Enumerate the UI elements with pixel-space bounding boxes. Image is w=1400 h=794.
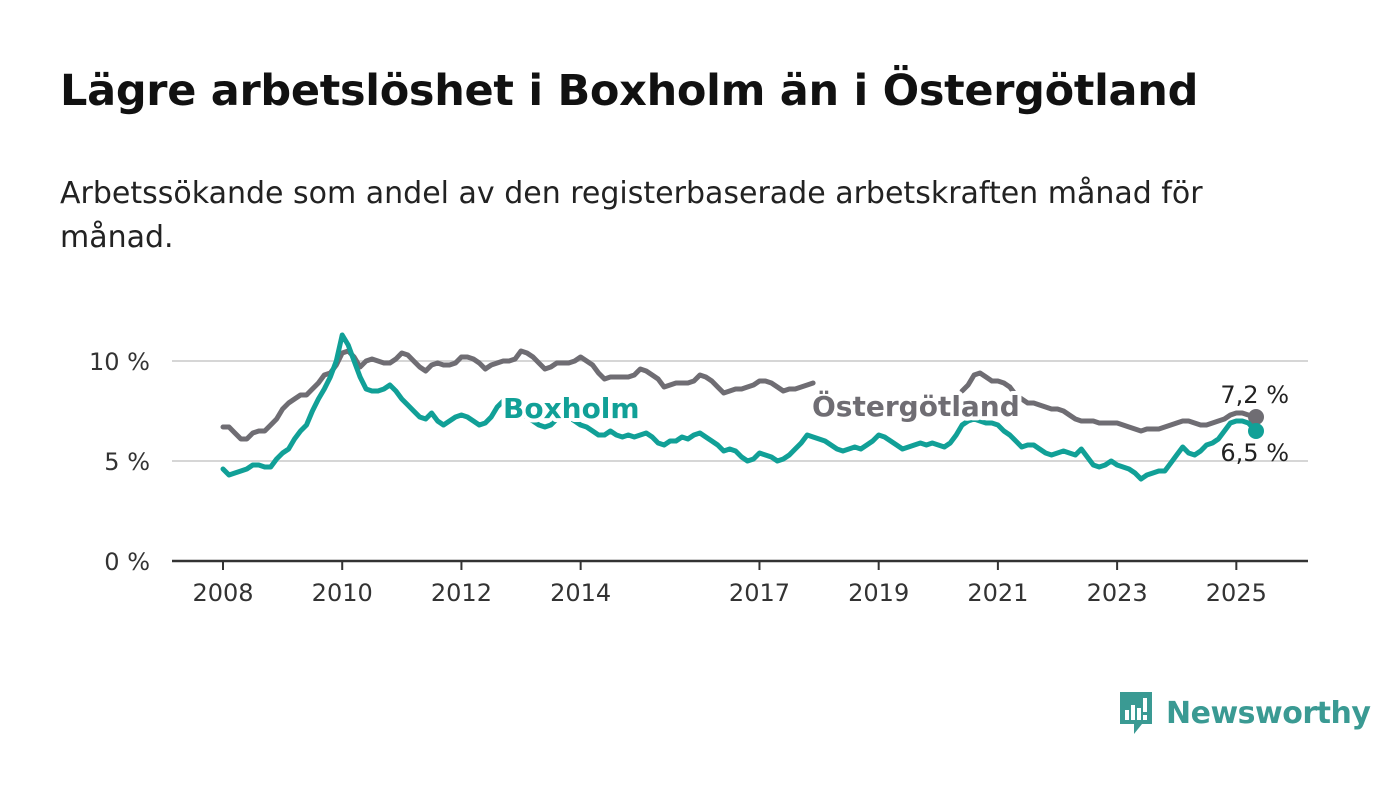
x-tick-label: 2021 [967,579,1028,607]
chart-title: Lägre arbetslöshet i Boxholm än i Österg… [60,66,1199,116]
series-line-boxholm [220,332,1259,482]
newsworthy-logo: Newsworthy [1118,690,1371,736]
x-tick-label: 2014 [550,579,611,607]
series-line-östergötland [220,348,816,442]
x-tick-label: 2023 [1087,579,1148,607]
y-tick-label: 0 % [104,548,150,576]
series-end-point [1248,423,1264,439]
series-label: Boxholm [503,392,640,425]
y-tick-label: 5 % [104,448,150,476]
x-tick-label: 2010 [312,579,373,607]
x-tick-label: 2017 [729,579,790,607]
series-label-halo: Östergötland [812,389,1020,423]
grid-lines [172,360,1308,462]
series-end-point [1248,409,1264,425]
line-chart: 0 % 5 % 10 % 2008 2010 2012 2014 2017 2019 2021 20… [89,332,1308,607]
x-tick-label: 2012 [431,579,492,607]
chart-subtitle: Arbetssökande som andel av den registerb… [60,176,1203,255]
logo-text: Newsworthy [1166,695,1371,731]
x-tick-label: 2019 [848,579,909,607]
bar-chart-speech-bubble-icon [1120,692,1152,734]
series-lines [220,332,1264,482]
series-line-östergötland [959,370,1259,434]
end-value-label: 7,2 % [1220,381,1289,409]
end-value-label: 6,5 % [1220,439,1289,467]
series-label-halo: Boxholm [503,392,640,425]
x-tick-label: 2025 [1206,579,1267,607]
x-tick-label: 2008 [192,579,253,607]
y-tick-label: 10 % [89,348,150,376]
series-label: Östergötland [812,389,1020,423]
axes: 0 % 5 % 10 % 2008 2010 2012 2014 2017 2019 2021 20… [89,348,1308,607]
